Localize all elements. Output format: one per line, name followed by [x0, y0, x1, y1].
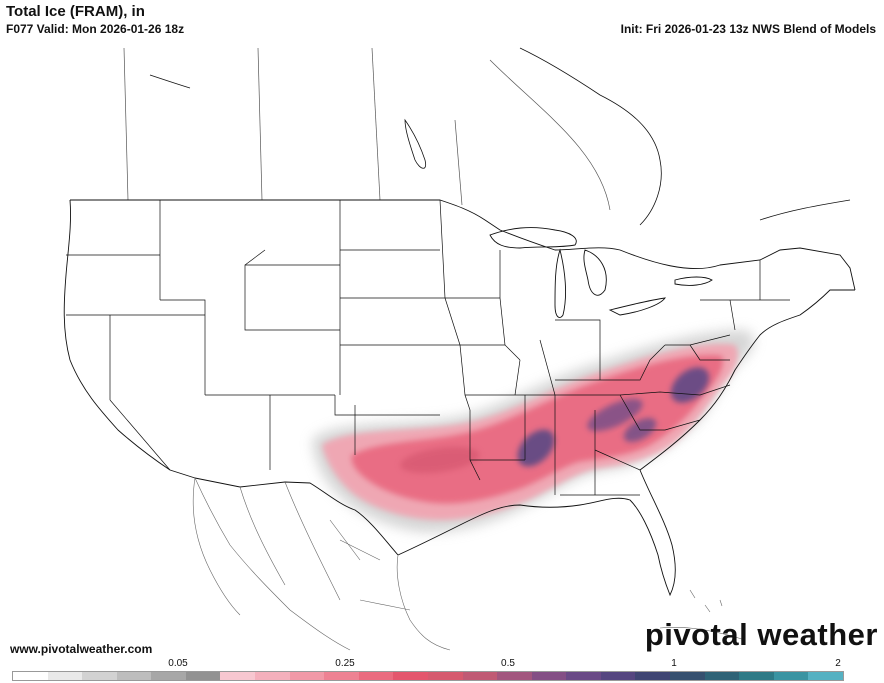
- hudson-bay: [519, 47, 662, 226]
- canada-province-line: [489, 59, 611, 211]
- lake-huron: [583, 249, 607, 296]
- brand-logo: pivotal weather: [644, 617, 878, 652]
- pacific-coastline: [63, 199, 196, 479]
- legend-tick: 1: [671, 658, 677, 669]
- legend-swatch-14: [497, 672, 532, 680]
- canada-province-line: [123, 47, 129, 201]
- cuba: [659, 627, 746, 641]
- atlantic-coastline: [639, 289, 855, 471]
- canada-province-line: [257, 47, 263, 201]
- baja-california: [192, 477, 241, 616]
- gulf-st-lawrence: [759, 199, 851, 221]
- great-slave-lake: [149, 74, 191, 89]
- map-title: Total Ice (FRAM), in: [6, 3, 145, 20]
- legend-swatch-23: [808, 672, 843, 680]
- lake-winnipeg: [404, 118, 427, 169]
- legend-swatch-5: [185, 672, 221, 680]
- mexico-state-lines: [239, 481, 411, 611]
- legend-swatch-19: [669, 672, 705, 680]
- legend-swatch-20: [704, 672, 740, 680]
- init-time-label: Init: Fri 2026-01-23 13z NWS Blend of Mo…: [620, 22, 876, 36]
- us-mexico-border: [194, 477, 399, 556]
- canada-lakes: [149, 47, 851, 226]
- ice-core-texas: [400, 446, 480, 474]
- mexico-caribbean: [192, 477, 746, 651]
- bahamas: [689, 589, 723, 613]
- legend-swatch-3: [116, 672, 152, 680]
- lake-erie: [608, 297, 666, 316]
- legend-swatch-1: [47, 672, 83, 680]
- canada-province-line: [371, 47, 381, 201]
- lake-michigan: [554, 248, 567, 318]
- legend-swatch-12: [427, 672, 463, 680]
- legend-tick: 0.5: [501, 658, 515, 669]
- legend-tick: 2: [835, 658, 841, 669]
- legend-swatch-10: [358, 672, 394, 680]
- boundaries-canada: [123, 47, 611, 211]
- legend-swatch-7: [255, 672, 290, 680]
- valid-time-label: F077 Valid: Mon 2026-01-26 18z: [6, 22, 185, 36]
- mexico-outline: [194, 477, 451, 651]
- legend-swatch-13: [462, 672, 498, 680]
- legend-swatch-9: [324, 672, 359, 680]
- legend-swatch-21: [739, 672, 774, 680]
- legend-swatch-22: [773, 672, 809, 680]
- color-scale-legend: [12, 671, 844, 681]
- legend-swatch-16: [566, 672, 601, 680]
- legend-tick: 0.25: [335, 658, 355, 669]
- lake-ontario: [674, 276, 713, 286]
- ice-core-arkansas: [517, 429, 555, 467]
- website-credit: www.pivotalweather.com: [10, 642, 153, 656]
- legend-swatch-11: [393, 672, 428, 680]
- state-lines: [66, 199, 790, 496]
- ice-accumulation-map: [63, 47, 856, 651]
- boundaries-us: [63, 199, 856, 597]
- ice-shading: [312, 330, 755, 533]
- lake-superior: [489, 227, 577, 249]
- legend-swatch-18: [635, 672, 670, 680]
- legend-swatch-2: [82, 672, 117, 680]
- canada-province-line: [454, 119, 463, 206]
- legend-swatch-4: [151, 672, 186, 680]
- gulf-coastline: [397, 469, 676, 597]
- legend-swatch-15: [531, 672, 567, 680]
- legend-swatch-17: [600, 672, 636, 680]
- legend-swatch-8: [289, 672, 325, 680]
- us-canada-border: [70, 199, 856, 291]
- legend-swatch-6: [220, 672, 256, 680]
- legend-tick: 0.05: [168, 658, 188, 669]
- legend-swatch-0: [13, 672, 48, 680]
- ice-core-tennessee: [587, 398, 643, 432]
